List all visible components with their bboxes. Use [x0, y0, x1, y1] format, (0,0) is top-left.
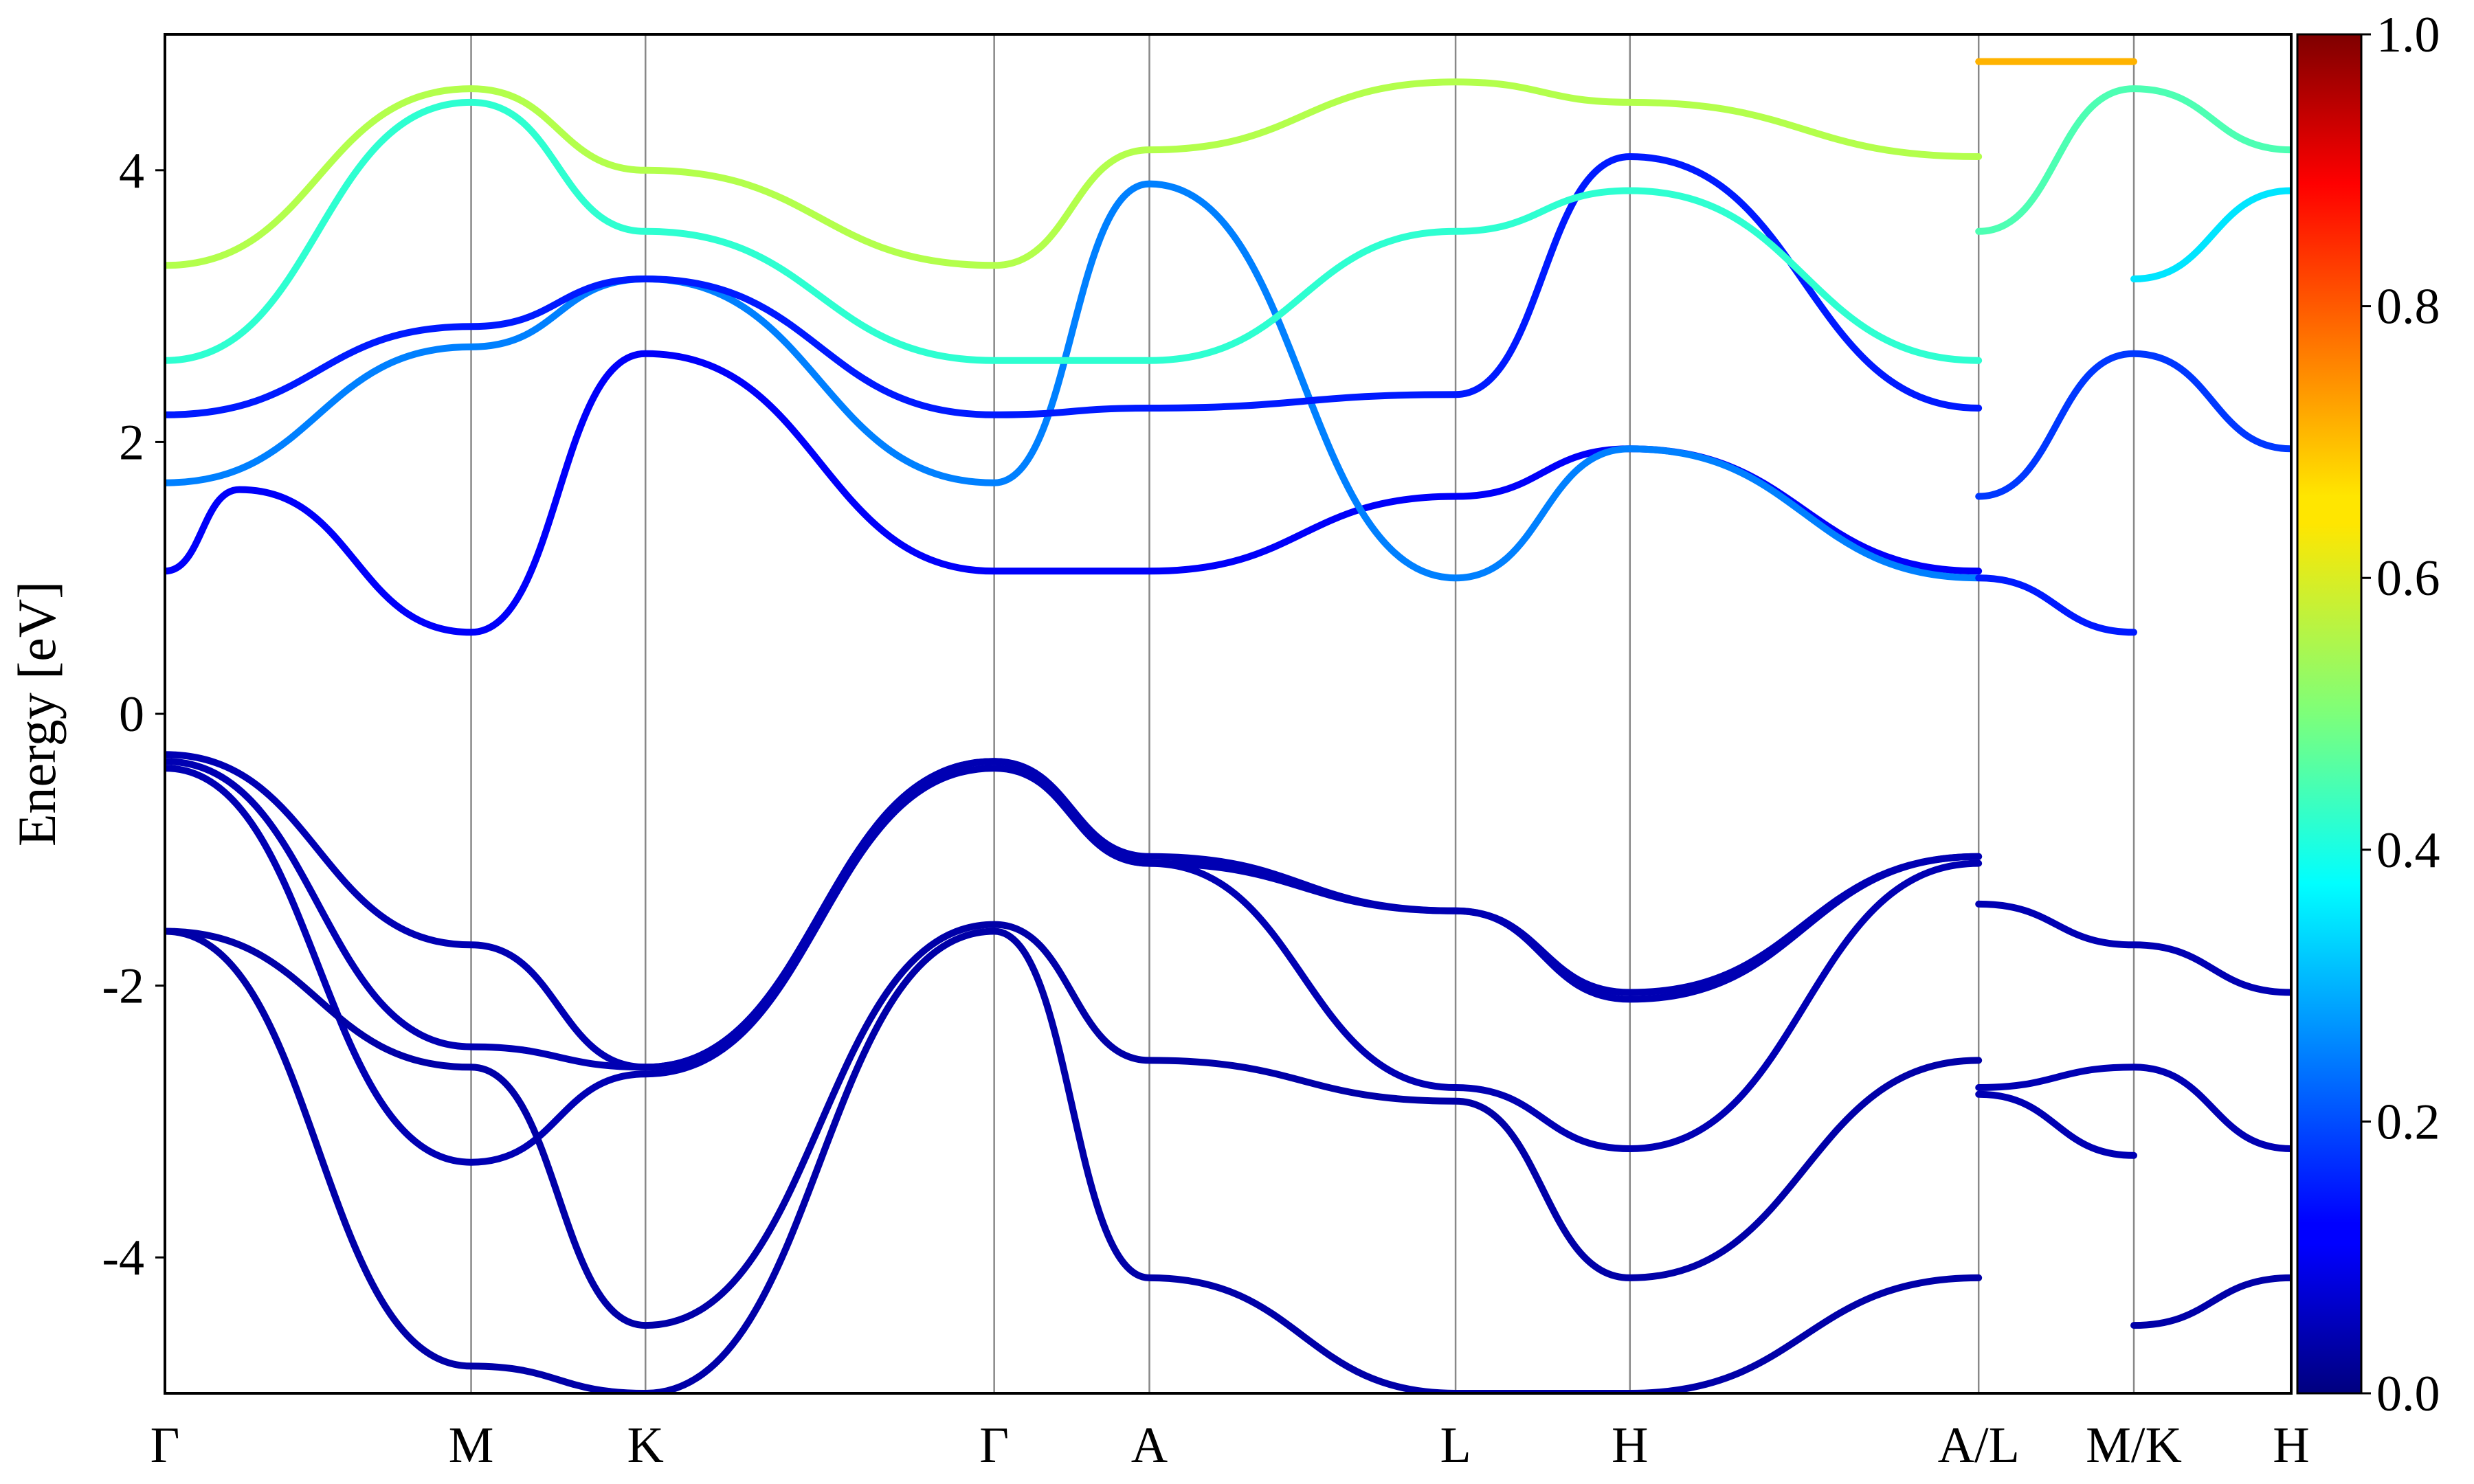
x-tick-label: M [449, 1417, 494, 1474]
band-line [1975, 85, 2291, 235]
y-axis-label: Energy [eV] [7, 581, 67, 846]
band-line [165, 921, 1983, 1329]
x-tick-label: H [1612, 1417, 1648, 1474]
colorbar-tick-label: 0.2 [2376, 1094, 2440, 1150]
band-line [165, 98, 1983, 364]
band-line [1975, 900, 2291, 996]
x-tick-label: Γ [151, 1417, 180, 1474]
band-line [2130, 187, 2291, 282]
band-line [165, 78, 1983, 269]
x-tick-label: L [1440, 1417, 1471, 1474]
band-line [165, 153, 1983, 418]
y-tick-label: 2 [119, 414, 144, 471]
x-tick-label: A [1131, 1417, 1168, 1474]
colorbar-tick-label: 0.6 [2376, 550, 2440, 607]
y-tick-label: 0 [119, 686, 144, 743]
band-line [165, 758, 1983, 1071]
band-line [1975, 574, 2137, 636]
band-line [165, 751, 1983, 1071]
colorbar-axis: 0.0 0.2 0.4 0.6 0.8 1.0 [2361, 7, 2440, 1422]
y-tick-label: -2 [102, 958, 144, 1015]
band-line [165, 180, 1983, 582]
y-axis: -4 -2 0 2 4 [102, 143, 165, 1286]
band-line [1975, 1064, 2291, 1152]
x-axis: Γ M K Γ A L H A/L M/K H [151, 1417, 2310, 1474]
y-tick-label: -4 [102, 1230, 144, 1286]
band-line [1975, 350, 2291, 500]
band-line [1975, 1090, 2137, 1159]
colorbar-tick-label: 0.8 [2376, 279, 2440, 335]
band-line [165, 350, 1983, 636]
colorbar-tick-label: 0.0 [2376, 1366, 2440, 1422]
band-line [165, 928, 1983, 1393]
colorbar-tick-label: 1.0 [2376, 7, 2440, 63]
x-tick-label: K [627, 1417, 664, 1474]
kpoint-gridlines [470, 34, 2135, 1393]
x-tick-label: H [2273, 1417, 2309, 1474]
band-line [165, 765, 1983, 1166]
plot-frame [164, 33, 2293, 1395]
band-line [2130, 1274, 2291, 1329]
band-lines [165, 58, 2291, 1393]
colorbar-tick-label: 0.4 [2376, 822, 2440, 879]
x-tick-label: Γ [979, 1417, 1009, 1474]
x-tick-label: A/L [1938, 1417, 2020, 1474]
y-tick-label: 4 [119, 143, 144, 199]
colorbar [2296, 33, 2363, 1395]
x-tick-label: M/K [2086, 1417, 2182, 1474]
